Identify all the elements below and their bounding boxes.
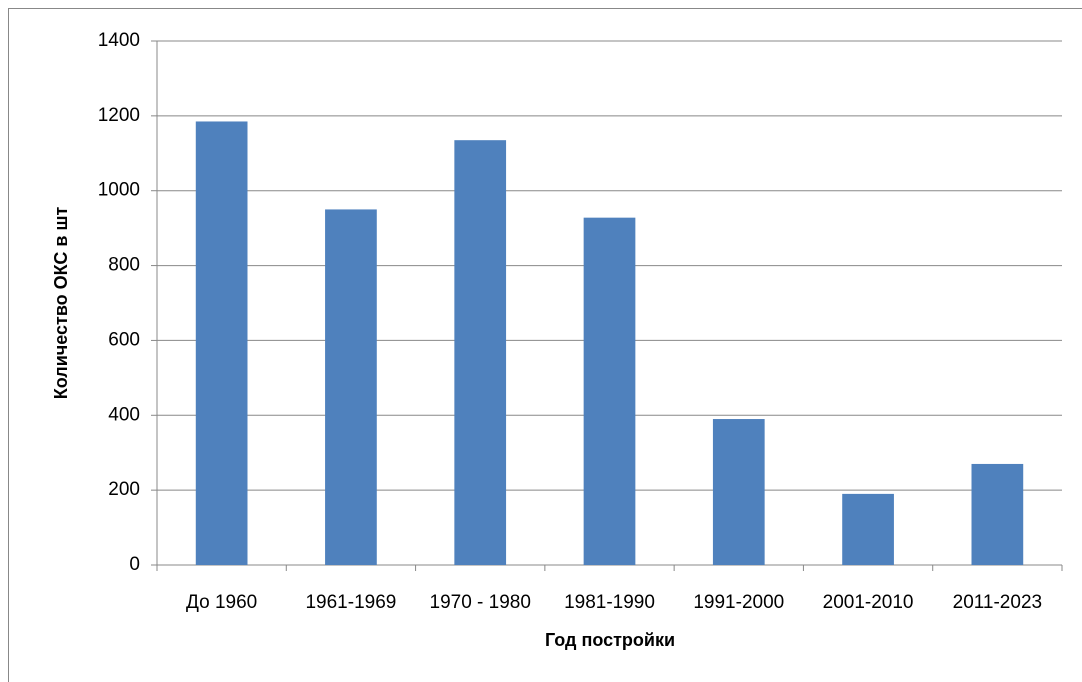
- x-axis-title: Год постройки: [545, 630, 675, 650]
- bar: [583, 217, 636, 566]
- bar: [971, 463, 1024, 565]
- bar: [325, 209, 377, 565]
- x-tick-label: 1970 - 1980: [430, 592, 531, 613]
- x-tick-label: 1991-2000: [693, 592, 784, 613]
- y-tick-label: 1000: [98, 180, 140, 201]
- y-tick-label: 400: [108, 404, 140, 425]
- bar: [195, 121, 248, 565]
- bar: [842, 493, 894, 565]
- x-tick-label: 1961-1969: [305, 592, 396, 613]
- y-tick-label: 600: [108, 329, 140, 350]
- chart-border: [8, 8, 1082, 682]
- y-axis-title: Количество ОКС в шт: [51, 207, 71, 400]
- y-tick-label: 200: [108, 479, 140, 500]
- y-tick-label: 0: [129, 554, 140, 575]
- x-tick-label: 1981-1990: [564, 592, 655, 613]
- x-tick-label: 2001-2010: [823, 592, 914, 613]
- y-tick-label: 1200: [98, 105, 140, 126]
- x-tick-label: 2011-2023: [953, 592, 1042, 613]
- bar: [712, 419, 765, 565]
- y-tick-label: 800: [108, 255, 140, 276]
- x-tick-label: До 1960: [186, 592, 257, 613]
- y-tick-label: 1400: [98, 30, 140, 51]
- bar: [454, 140, 507, 565]
